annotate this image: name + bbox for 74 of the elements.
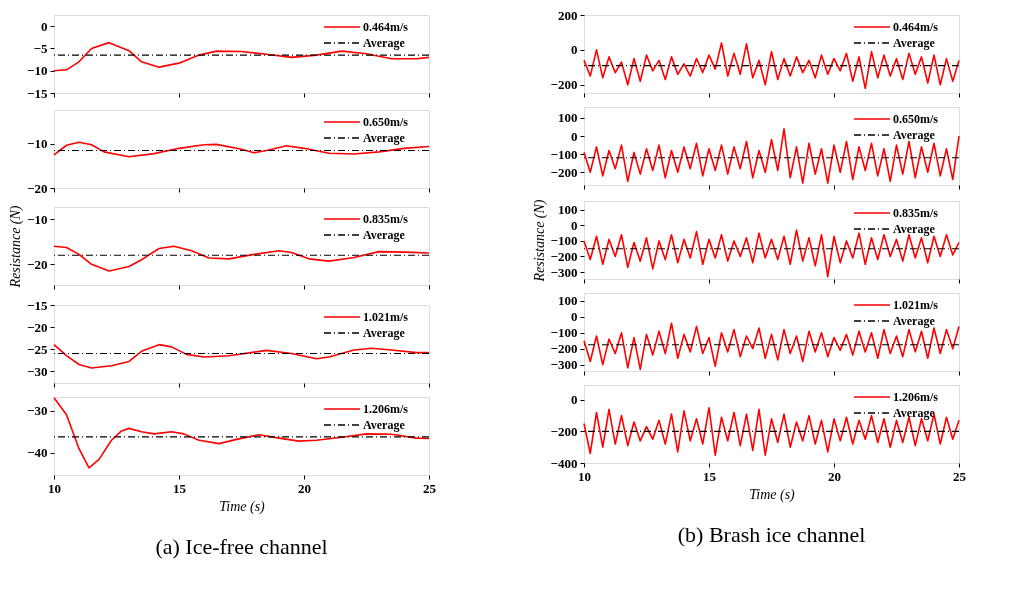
y-tick-label: −100 — [550, 146, 578, 162]
legend-label: 0.650m/s — [363, 115, 409, 129]
text: (a) Ice-free channel — [155, 534, 328, 559]
y-tick-label: −20 — [27, 180, 48, 196]
x-tick-label: 10 — [578, 468, 591, 484]
y-tick-label: 0 — [571, 217, 578, 233]
y-tick-label: 100 — [558, 110, 578, 126]
y-tick-label: −25 — [27, 341, 48, 357]
legend-label: Average — [893, 36, 936, 50]
legend-label: Average — [893, 406, 936, 420]
y-tick-label: −200 — [550, 248, 578, 264]
y-tick-label: 100 — [558, 202, 578, 218]
text: (b) Brash ice channel — [677, 522, 866, 547]
legend-label: 0.650m/s — [893, 112, 939, 126]
y-tick-label: −100 — [550, 325, 578, 341]
legend-label: 0.464m/s — [893, 20, 939, 34]
y-tick-label: −100 — [550, 233, 578, 249]
legend-label: Average — [363, 36, 406, 50]
legend-label: 1.206m/s — [893, 390, 939, 404]
y-tick-label: −300 — [550, 264, 578, 280]
legend-label: 0.464m/s — [363, 20, 409, 34]
y-tick-label: −10 — [27, 211, 48, 227]
line-series — [53, 41, 430, 72]
y-tick-label: −200 — [550, 77, 578, 93]
y-tick-label: −200 — [550, 423, 578, 439]
y-axis-title: Resistance (N) — [8, 205, 25, 289]
x-tick-label: 15 — [703, 468, 717, 484]
x-tick-label: 20 — [828, 468, 841, 484]
line-series — [583, 127, 960, 184]
y-tick-label: −30 — [27, 363, 48, 379]
legend-label: 1.021m/s — [363, 310, 409, 324]
x-tick-label: 15 — [173, 480, 187, 496]
legend-label: 1.206m/s — [363, 402, 409, 416]
y-tick-label: −300 — [550, 357, 578, 373]
y-tick-label: −10 — [27, 136, 48, 152]
legend-label: 1.021m/s — [893, 298, 939, 312]
y-tick-label: −15 — [27, 297, 48, 313]
y-tick-label: −5 — [33, 40, 48, 56]
legend-label: Average — [363, 131, 406, 145]
y-tick-label: 0 — [571, 42, 578, 58]
legend-label: Average — [893, 222, 936, 236]
x-tick-label: 25 — [423, 480, 437, 496]
line-series — [583, 406, 960, 456]
line-series — [53, 343, 430, 369]
y-tick-label: 100 — [558, 293, 578, 309]
y-tick-label: −40 — [27, 445, 48, 461]
legend-label: 0.835m/s — [363, 212, 409, 226]
y-tick-label: 0 — [41, 18, 48, 34]
legend-label: Average — [893, 128, 936, 142]
y-tick-label: 0 — [571, 309, 578, 325]
line-series — [53, 245, 430, 272]
y-tick-label: −200 — [550, 164, 578, 180]
legend-label: Average — [363, 418, 406, 432]
y-tick-label: −20 — [27, 319, 48, 335]
y-tick-label: −10 — [27, 63, 48, 79]
y-tick-label: −20 — [27, 256, 48, 272]
x-tick-label: 10 — [48, 480, 61, 496]
y-tick-label: −15 — [27, 85, 48, 101]
y-axis-title: Resistance (N) — [531, 199, 548, 283]
x-axis-title: Time (s) — [749, 486, 796, 503]
legend-label: Average — [893, 314, 936, 328]
legend-label: 0.835m/s — [893, 206, 939, 220]
y-tick-label: −400 — [550, 455, 578, 471]
y-tick-label: −30 — [27, 403, 48, 419]
x-axis-title: Time (s) — [219, 498, 266, 515]
legend-label: Average — [363, 228, 406, 242]
legend-label: Average — [363, 326, 406, 340]
y-tick-label: 200 — [558, 7, 578, 23]
y-tick-label: 0 — [571, 392, 578, 408]
x-tick-label: 20 — [298, 480, 311, 496]
y-tick-label: 0 — [571, 128, 578, 144]
line-series — [53, 397, 430, 469]
x-tick-label: 25 — [953, 468, 967, 484]
y-tick-label: −200 — [550, 341, 578, 357]
